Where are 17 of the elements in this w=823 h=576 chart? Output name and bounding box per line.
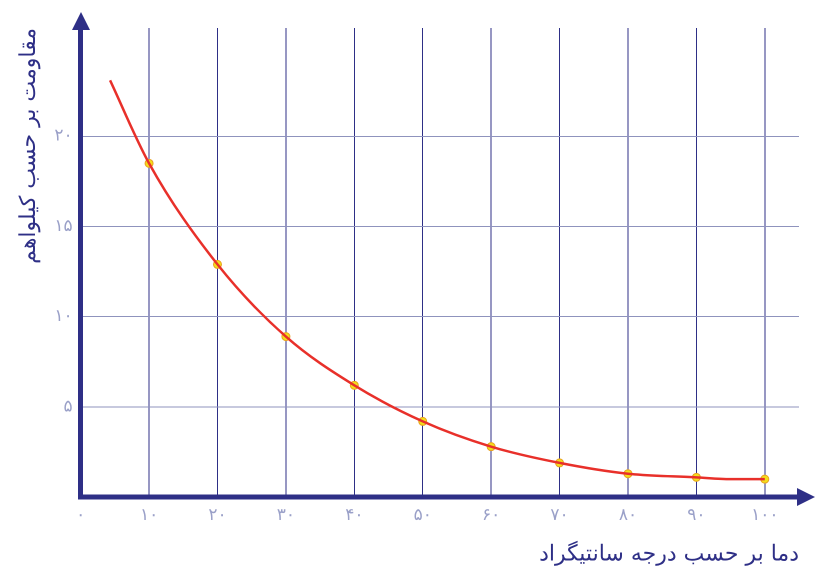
x-tick-label: ۹۰ [687, 504, 706, 525]
x-tick-label: ۵۰ [414, 504, 432, 525]
x-tick-label: ۱۰۰ [751, 504, 778, 525]
y-tick-label: ۲۰ [54, 126, 73, 146]
x-tick-label: ۳۰ [276, 504, 296, 525]
x-axis-title: دما بر حسب درجه سانتیگراد [539, 540, 799, 567]
x-tick-label: ۰ [76, 504, 86, 525]
x-tick-label: ۶۰ [482, 504, 500, 525]
x-tick-label: ۷۰ [550, 504, 569, 525]
x-tick-label: ۱۰ [140, 504, 158, 525]
y-tick-label: ۱۵ [54, 216, 73, 236]
x-tick-label: ۸۰ [618, 504, 638, 525]
x-tick-label: ۲۰ [208, 504, 227, 525]
y-tick-label: ۱۰ [54, 306, 73, 326]
y-axis-title: مقاومت بر حسب کیلواهم [16, 28, 41, 264]
x-tick-label: ۴۰ [345, 504, 364, 525]
y-tick-label: ۵ [64, 396, 73, 416]
